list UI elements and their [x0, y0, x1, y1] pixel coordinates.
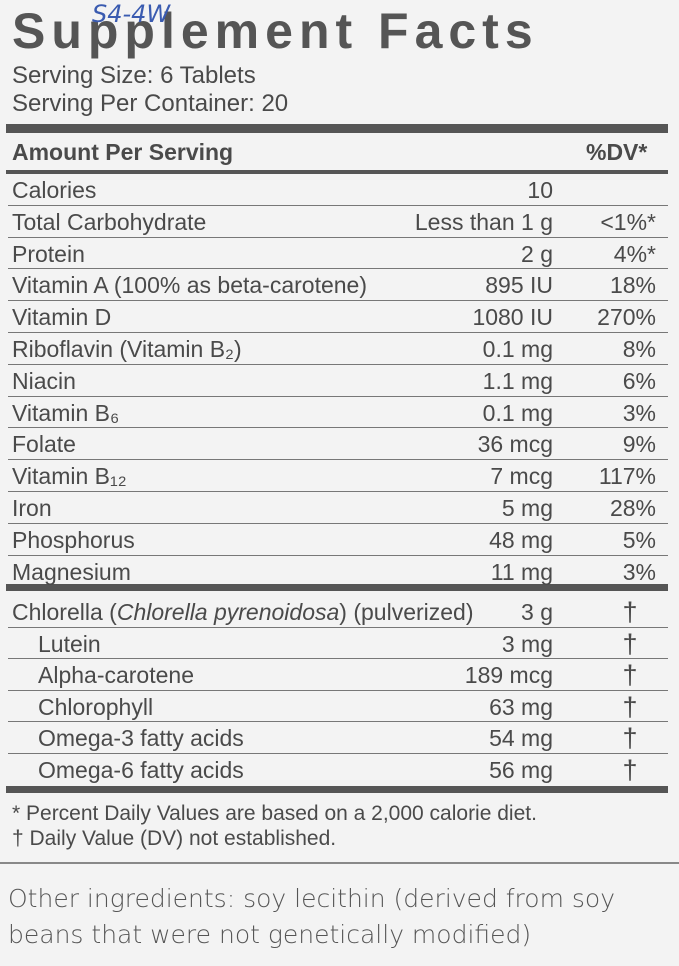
servings-per-container: Serving Per Container: 20 [12, 90, 289, 117]
row-amount: 1080 IU [472, 304, 553, 331]
row-rule [8, 689, 668, 691]
thick-rule [6, 786, 668, 793]
row-name: Iron [12, 495, 52, 521]
row-dv: † [622, 755, 638, 785]
row-name-part: ) (pulverized) [339, 599, 474, 625]
row-name: Phosphorus [12, 526, 135, 553]
row-rule [8, 554, 668, 556]
row-name: Vitamin B₁₂ [12, 463, 127, 490]
row-dv: 3% [622, 399, 656, 426]
row-dv: † [622, 723, 638, 754]
row-name: Lutein [38, 630, 101, 657]
row-rule [8, 491, 668, 492]
row-dv: 8% [622, 336, 656, 362]
other-ingredients: Other ingredients: soy lecithin (derived… [8, 884, 615, 913]
row-rule [8, 626, 668, 628]
row-name: Chlorella (Chlorella pyrenoidosa) (pulve… [12, 601, 474, 624]
row-name: Omega-3 fatty acids [38, 725, 244, 752]
row-name-part: Chlorella ( [12, 599, 117, 625]
row-rule [8, 268, 668, 270]
row-name: Magnesium [12, 558, 131, 585]
divider [0, 862, 679, 864]
row-amount: 895 IU [485, 272, 553, 299]
row-name: Omega-6 fatty acids [38, 757, 244, 783]
row-name: Folate [12, 431, 76, 458]
row-rule [8, 427, 668, 429]
row-name: Protein [12, 240, 85, 267]
row-rule [8, 204, 668, 206]
row-dv: 4%* [613, 240, 656, 267]
row-name: Riboflavin (Vitamin B₂) [12, 336, 242, 362]
handwritten-note: S4-4W [92, 0, 171, 28]
thick-rule [6, 584, 668, 591]
row-name: Chlorophyll [38, 693, 154, 720]
row-amount: 63 mg [489, 693, 553, 720]
row-dv: 18% [609, 272, 656, 299]
row-dv: † [622, 628, 638, 659]
row-amount: 2 g [521, 240, 553, 267]
row-name-part: Chlorella pyrenoidosa [116, 599, 340, 625]
row-rule [8, 658, 668, 660]
row-name: Niacin [12, 367, 76, 394]
other-ingredients: beans that were not genetically modified… [8, 920, 532, 949]
row-dv: 6% [622, 367, 656, 394]
title: Supplement Facts [12, 3, 539, 59]
row-rule [8, 459, 668, 461]
row-rule [8, 236, 668, 238]
row-amount: 189 mcg [464, 662, 553, 689]
row-amount: 48 mg [489, 526, 553, 553]
row-amount: 56 mg [489, 757, 553, 783]
row-rule [8, 300, 668, 302]
row-amount: 5 mg [501, 495, 553, 521]
row-rule [8, 363, 668, 365]
row-amount: Less than 1 g [414, 208, 553, 235]
thick-rule [6, 124, 668, 133]
row-amount: 1.1 mg [482, 367, 553, 394]
row-name: Alpha-carotene [38, 662, 194, 689]
row-amount: 0.1 mg [482, 336, 553, 362]
row-dv: † [622, 691, 638, 722]
row-name: Total Carbohydrate [12, 208, 207, 235]
row-rule [8, 332, 668, 333]
row-amount: 3 g [521, 599, 553, 625]
row-dv: 117% [598, 463, 656, 490]
row-rule [8, 395, 668, 397]
row-amount: 7 mcg [490, 463, 553, 490]
row-name: Vitamin A (100% as beta-carotene) [12, 272, 368, 299]
row-amount: 10 [527, 177, 553, 203]
row-rule [8, 753, 668, 754]
row-dv: † [622, 660, 638, 691]
row-rule [8, 721, 668, 723]
row-dv: 28% [609, 495, 656, 521]
row-dv: 5% [622, 526, 656, 553]
row-amount: 54 mg [489, 725, 553, 752]
medium-rule [6, 170, 668, 174]
row-amount: 3 mg [501, 630, 553, 657]
row-amount: 0.1 mg [482, 399, 553, 426]
row-amount: 36 mcg [477, 431, 553, 458]
footnote: † Daily Value (DV) not established. [12, 827, 337, 850]
row-name: Vitamin D [12, 304, 112, 331]
footnote: * Percent Daily Values are based on a 2,… [12, 802, 537, 825]
row-amount: 11 mg [490, 558, 553, 585]
serving-size: Serving Size: 6 Tablets [12, 62, 256, 89]
row-dv: † [622, 597, 638, 627]
row-rule [8, 522, 668, 524]
row-name: Calories [12, 177, 97, 203]
column-header: %DV* [586, 139, 648, 165]
row-dv: 9% [622, 431, 656, 458]
row-dv: 3% [622, 558, 656, 585]
row-name: Vitamin B₆ [12, 399, 120, 426]
row-dv: <1%* [600, 208, 656, 235]
row-dv: 270% [597, 304, 656, 331]
column-header: Amount Per Serving [12, 139, 234, 165]
